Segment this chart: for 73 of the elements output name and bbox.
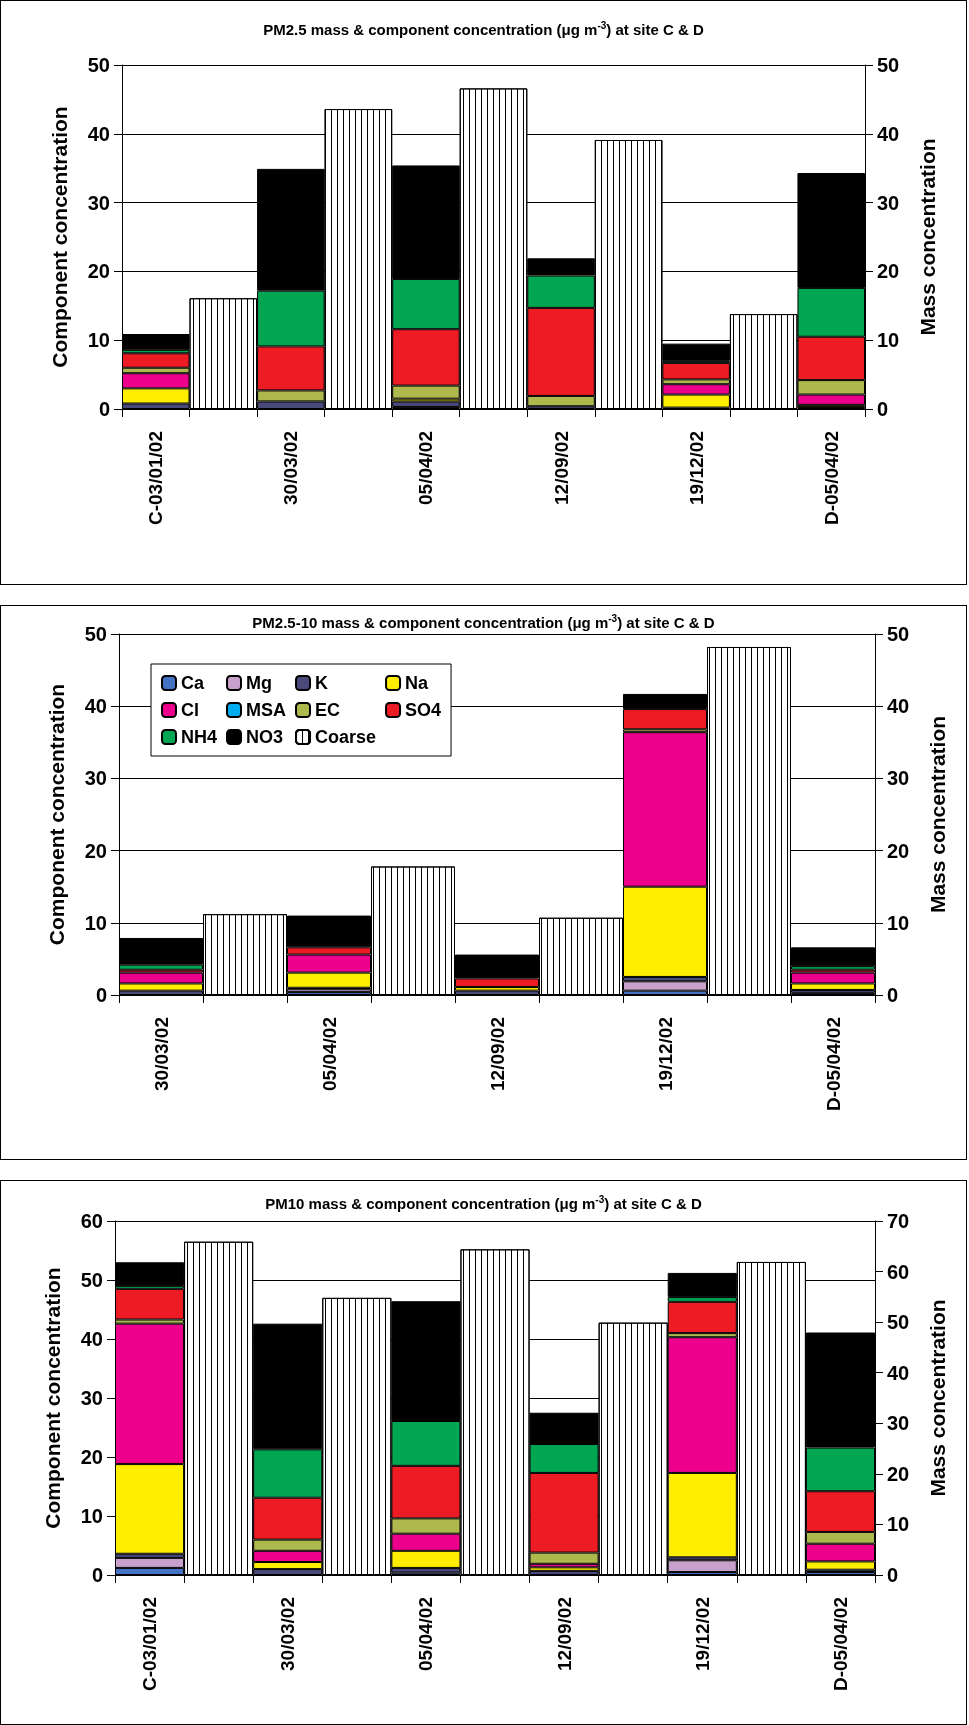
y2-tick-label: 40 [887,1361,910,1384]
y2-tick-label: 0 [877,398,889,420]
y2-tick-label: 20 [877,260,900,283]
x-tick-label: 05/04/02 [415,1597,437,1671]
y2-tick-label: 70 [887,1210,910,1232]
x-tick-label: 19/12/02 [654,1017,676,1091]
x-tick-label: 12/09/02 [486,1017,508,1091]
y-tick-label: 10 [84,911,107,934]
y2-tick-label: 30 [887,767,910,790]
y-tick-label: 40 [80,1328,103,1350]
x-tick-label: C-03/01/02 [139,1597,161,1692]
legend-label: NO3 [246,727,284,747]
y-tick-label: 60 [80,1210,103,1232]
y-tick-label: 20 [84,839,107,862]
x-tick-label: 19/12/02 [685,431,707,505]
legend-label: Cl [181,700,199,720]
y-axis-title: Component concentration [48,106,71,368]
y2-tick-label: 30 [877,191,900,214]
x-tick-label: D-05/04/02 [820,431,842,526]
legend-label: EC [315,700,341,720]
y2-axis-title: Mass concentration [916,138,939,336]
y-tick-label: 40 [84,695,107,718]
y-tick-label: 30 [87,191,110,214]
y2-tick-label: 50 [877,54,900,76]
y-tick-label: 50 [87,54,110,76]
y-axis-title: Component concentration [45,683,68,946]
legend-label: K [315,673,329,693]
legend-label: SO4 [405,700,442,720]
x-tick-label: D-05/04/02 [822,1017,844,1112]
x-tick-label: 12/09/02 [553,1597,575,1671]
y2-tick-label: 60 [887,1260,910,1283]
y-tick-label: 50 [84,623,107,645]
y-tick-label: 50 [80,1269,103,1291]
x-tick-label: 30/03/02 [280,431,302,505]
y2-tick-label: 10 [877,329,900,352]
y-axis-title: Component concentration [41,1267,64,1529]
x-tick-label: 19/12/02 [691,1597,713,1671]
y-tick-label: 0 [98,398,110,420]
y-tick-label: 30 [84,767,107,790]
y-tick-label: 20 [80,1446,103,1468]
x-tick-label: 30/03/02 [150,1017,172,1091]
y2-tick-label: 40 [887,695,910,718]
x-tick-label: 30/03/02 [277,1597,299,1671]
y-tick-label: 0 [91,1564,103,1586]
y2-tick-label: 10 [887,1513,910,1536]
legend-label: NH4 [181,727,218,747]
x-tick-label: 05/04/02 [318,1017,340,1091]
y2-tick-label: 20 [887,839,910,862]
y-tick-label: 20 [87,260,110,283]
y-tick-label: 10 [80,1505,103,1527]
y-tick-label: 30 [80,1387,103,1409]
y2-tick-label: 0 [887,984,899,1006]
y2-tick-label: 50 [887,1311,910,1334]
y2-tick-label: 10 [887,911,910,934]
y-tick-label: 40 [87,122,110,145]
legend-label: MSA [246,700,287,720]
y2-tick-label: 40 [877,122,900,145]
y2-tick-label: 30 [887,1412,910,1435]
x-tick-label: C-03/01/02 [145,431,167,526]
y2-axis-title: Mass concentration [926,1299,949,1497]
y2-tick-label: 50 [887,623,910,645]
x-tick-label: 05/04/02 [415,431,437,505]
legend-label: Coarse [315,727,377,747]
x-tick-label: 12/09/02 [550,431,572,505]
y2-tick-label: 20 [887,1462,910,1485]
y2-tick-label: 0 [887,1564,899,1586]
legend-label: Ca [181,673,205,693]
y2-axis-title: Mass concentration [926,715,949,914]
x-tick-label: D-05/04/02 [829,1597,851,1692]
y-tick-label: 0 [95,984,107,1006]
legend-label: Na [405,673,430,693]
legend-label: Mg [246,673,273,693]
y-tick-label: 10 [87,329,110,352]
